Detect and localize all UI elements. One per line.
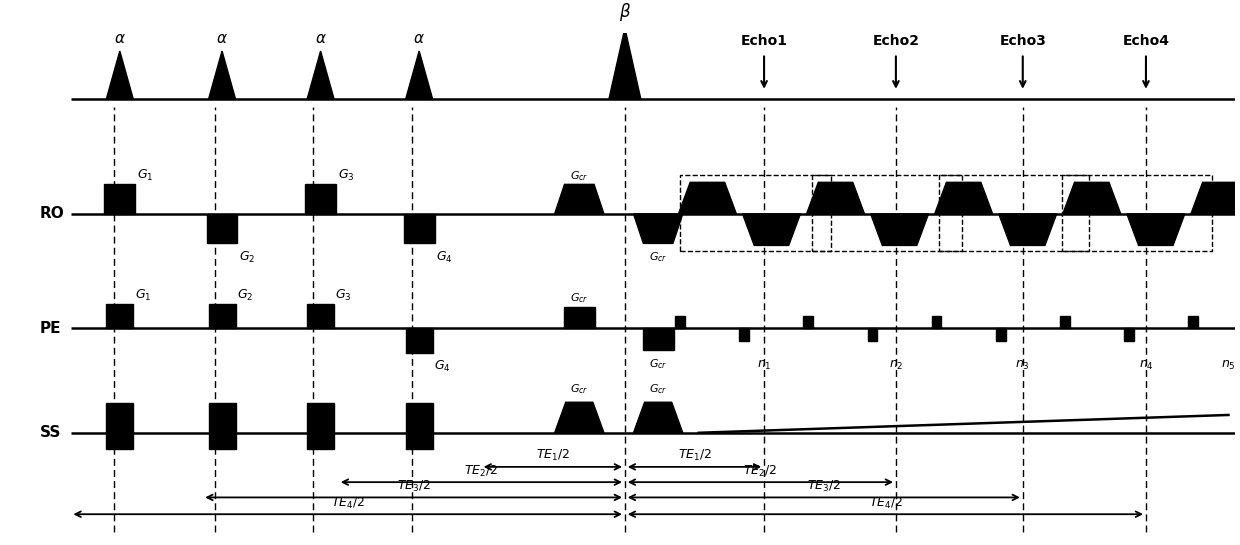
Polygon shape xyxy=(1060,316,1070,329)
Text: Echo1: Echo1 xyxy=(740,34,787,49)
Polygon shape xyxy=(405,403,433,433)
Polygon shape xyxy=(868,329,878,341)
Text: $G_{cr}$: $G_{cr}$ xyxy=(649,250,667,264)
Polygon shape xyxy=(405,51,433,99)
Polygon shape xyxy=(404,214,434,244)
Polygon shape xyxy=(609,28,641,99)
Text: $\alpha$: $\alpha$ xyxy=(114,31,125,46)
Polygon shape xyxy=(305,184,336,214)
Polygon shape xyxy=(405,433,433,449)
Polygon shape xyxy=(405,329,433,353)
Polygon shape xyxy=(104,184,135,214)
Text: Echo4: Echo4 xyxy=(1122,34,1169,49)
Text: $G_{cr}$: $G_{cr}$ xyxy=(649,357,667,371)
Text: $n_4$: $n_4$ xyxy=(1138,359,1153,372)
Text: Echo3: Echo3 xyxy=(999,34,1047,49)
Polygon shape xyxy=(676,316,686,329)
Text: $n_2$: $n_2$ xyxy=(889,359,903,372)
Polygon shape xyxy=(642,329,673,350)
Polygon shape xyxy=(634,402,683,433)
Polygon shape xyxy=(308,403,334,433)
Polygon shape xyxy=(678,183,737,214)
Text: $\alpha$: $\alpha$ xyxy=(315,31,326,46)
Polygon shape xyxy=(1123,329,1133,341)
Text: $G_1$: $G_1$ xyxy=(135,288,151,303)
Polygon shape xyxy=(554,184,604,214)
Polygon shape xyxy=(207,214,237,244)
Polygon shape xyxy=(998,214,1056,245)
Text: $G_{cr}$: $G_{cr}$ xyxy=(570,383,589,396)
Polygon shape xyxy=(1190,183,1240,214)
Text: $\alpha$: $\alpha$ xyxy=(413,31,425,46)
Polygon shape xyxy=(208,304,236,329)
Polygon shape xyxy=(308,304,334,329)
Polygon shape xyxy=(554,402,604,433)
Polygon shape xyxy=(308,433,334,449)
Text: $n_1$: $n_1$ xyxy=(756,359,771,372)
Text: $G_4$: $G_4$ xyxy=(436,250,453,265)
Text: $TE_2/2$: $TE_2/2$ xyxy=(465,463,498,479)
Polygon shape xyxy=(107,51,134,99)
Polygon shape xyxy=(931,316,941,329)
Text: $TE_4/2$: $TE_4/2$ xyxy=(331,495,365,511)
Polygon shape xyxy=(208,433,236,449)
Polygon shape xyxy=(107,403,134,433)
Polygon shape xyxy=(996,329,1006,341)
Polygon shape xyxy=(743,214,800,245)
Text: $G_{cr}$: $G_{cr}$ xyxy=(570,291,589,305)
Text: $\beta$: $\beta$ xyxy=(619,1,631,23)
Text: $\alpha$: $\alpha$ xyxy=(216,31,228,46)
Text: $G_2$: $G_2$ xyxy=(237,288,253,303)
Polygon shape xyxy=(1063,183,1121,214)
Text: Echo2: Echo2 xyxy=(873,34,919,49)
Text: $G_3$: $G_3$ xyxy=(337,168,355,183)
Text: $G_{cr}$: $G_{cr}$ xyxy=(649,383,667,396)
Text: $G_4$: $G_4$ xyxy=(434,359,450,374)
Text: $G_{cr}$: $G_{cr}$ xyxy=(570,169,589,183)
Text: $G_3$: $G_3$ xyxy=(335,288,352,303)
Text: $TE_3/2$: $TE_3/2$ xyxy=(397,479,430,494)
Text: $n_3$: $n_3$ xyxy=(1016,359,1030,372)
Polygon shape xyxy=(564,307,595,329)
Polygon shape xyxy=(804,316,813,329)
Polygon shape xyxy=(870,214,929,245)
Text: $TE_4/2$: $TE_4/2$ xyxy=(868,495,903,511)
Polygon shape xyxy=(208,403,236,433)
Text: $TE_3/2$: $TE_3/2$ xyxy=(807,479,841,494)
Polygon shape xyxy=(1188,316,1198,329)
Polygon shape xyxy=(107,433,134,449)
Text: SS: SS xyxy=(40,425,61,440)
Polygon shape xyxy=(935,183,992,214)
Text: $n_5$: $n_5$ xyxy=(1221,359,1236,372)
Text: PE: PE xyxy=(40,321,61,336)
Polygon shape xyxy=(208,51,236,99)
Text: $TE_1/2$: $TE_1/2$ xyxy=(677,448,712,463)
Polygon shape xyxy=(107,304,134,329)
Polygon shape xyxy=(806,183,864,214)
Polygon shape xyxy=(1127,214,1184,245)
Polygon shape xyxy=(308,51,334,99)
Polygon shape xyxy=(634,214,683,244)
Text: $TE_2/2$: $TE_2/2$ xyxy=(744,463,777,479)
Text: $TE_1/2$: $TE_1/2$ xyxy=(536,448,569,463)
Text: RO: RO xyxy=(40,207,64,221)
Polygon shape xyxy=(739,329,749,341)
Text: $G_1$: $G_1$ xyxy=(138,168,154,183)
Text: $G_2$: $G_2$ xyxy=(239,250,255,265)
